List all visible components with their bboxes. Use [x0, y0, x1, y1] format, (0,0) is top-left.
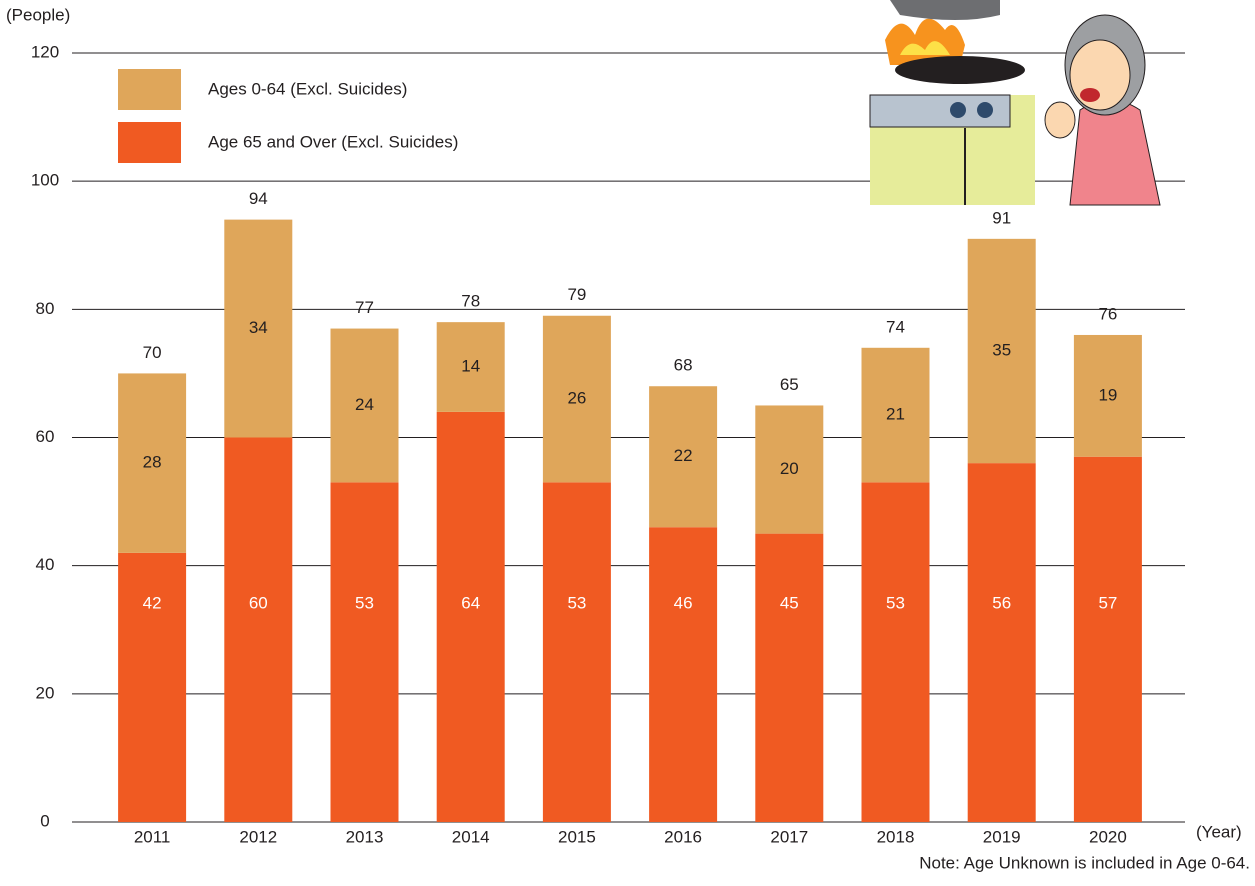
bar-segment: [118, 552, 187, 822]
segment-label: 24: [355, 395, 374, 414]
segment-label: 21: [886, 405, 905, 424]
x-axis-label: (Year): [1196, 822, 1242, 841]
bar-segment: [542, 482, 611, 822]
total-label: 65: [780, 375, 799, 394]
y-tick-label: 20: [36, 683, 55, 702]
x-tick-label: 2012: [239, 827, 277, 846]
pan: [895, 56, 1025, 84]
bar-segment: [1073, 456, 1142, 822]
total-label: 94: [249, 189, 268, 208]
y-tick-label: 120: [31, 42, 59, 61]
bar-segment: [755, 405, 824, 534]
knob: [950, 102, 966, 118]
x-tick-label: 2016: [664, 827, 702, 846]
segment-label: 42: [143, 594, 162, 613]
bar-segment: [861, 482, 930, 822]
segment-label: 22: [674, 446, 693, 465]
segment-label: 60: [249, 594, 268, 613]
hands: [1044, 101, 1076, 139]
segment-label: 53: [355, 594, 374, 613]
segment-label: 46: [674, 594, 693, 613]
bar-segment: [1073, 334, 1142, 457]
y-tick-label: 40: [36, 555, 55, 574]
segment-label: 14: [461, 356, 480, 375]
segment-label: 57: [1098, 594, 1117, 613]
mouth: [1080, 88, 1100, 102]
bar-segment: [330, 328, 399, 483]
y-tick-label: 100: [31, 171, 59, 190]
note: Note: Age Unknown is included in Age 0-6…: [919, 853, 1250, 872]
bar-segment: [649, 386, 718, 528]
segment-label: 34: [249, 318, 268, 337]
x-tick-label: 2018: [877, 827, 915, 846]
segment-label: 26: [567, 389, 586, 408]
bar-segment: [436, 322, 505, 412]
segment-label: 53: [886, 594, 905, 613]
bar-segment: [649, 527, 718, 822]
x-tick-label: 2011: [134, 827, 171, 846]
x-tick-label: 2013: [346, 827, 384, 846]
total-label: 77: [355, 298, 374, 317]
bar-segment: [967, 238, 1036, 464]
bar-segment: [224, 219, 293, 438]
total-label: 74: [886, 317, 905, 336]
bar-segment: [861, 347, 930, 483]
legend: Ages 0-64 (Excl. Suicides) Age 65 and Ove…: [118, 69, 458, 163]
y-tick-label: 0: [40, 811, 49, 830]
x-tick-label: 2017: [770, 827, 808, 846]
knob: [977, 102, 993, 118]
legend-label: Age 65 and Over (Excl. Suicides): [208, 132, 458, 151]
segment-label: 20: [780, 459, 799, 478]
segment-label: 35: [992, 340, 1011, 359]
segment-label: 56: [992, 594, 1011, 613]
x-tick-label: 2020: [1089, 827, 1127, 846]
total-label: 68: [674, 356, 693, 375]
total-label: 79: [567, 285, 586, 304]
bar-segment: [436, 411, 505, 822]
smoke: [890, 0, 1000, 20]
segment-label: 19: [1098, 385, 1117, 404]
y-tick-label: 80: [36, 299, 55, 318]
y-tick-label: 60: [36, 427, 55, 446]
x-tick-label: 2014: [452, 827, 490, 846]
total-label: 91: [992, 208, 1011, 227]
legend-swatch: [118, 69, 181, 110]
legend-swatch: [118, 122, 181, 163]
total-label: 78: [461, 292, 480, 311]
x-tick-label: 2019: [983, 827, 1021, 846]
y-axis-label: (People): [6, 5, 70, 24]
person-body: [1069, 99, 1161, 206]
bar-segment: [330, 482, 399, 822]
flame-core: [900, 41, 950, 55]
illustration: [869, 0, 1161, 206]
x-tick-label: 2015: [558, 827, 596, 846]
bar-segment: [755, 533, 824, 822]
segment-label: 45: [780, 594, 799, 613]
segment-label: 64: [461, 594, 480, 613]
segment-label: 53: [567, 594, 586, 613]
total-label: 70: [143, 343, 162, 362]
bar-segment: [224, 437, 293, 822]
bar-segment: [118, 373, 187, 553]
face: [1069, 39, 1131, 111]
segment-label: 28: [143, 453, 162, 472]
legend-label: Ages 0-64 (Excl. Suicides): [208, 79, 407, 98]
bar-segment: [967, 463, 1036, 822]
total-label: 76: [1098, 304, 1117, 323]
bar-segment: [542, 315, 611, 483]
